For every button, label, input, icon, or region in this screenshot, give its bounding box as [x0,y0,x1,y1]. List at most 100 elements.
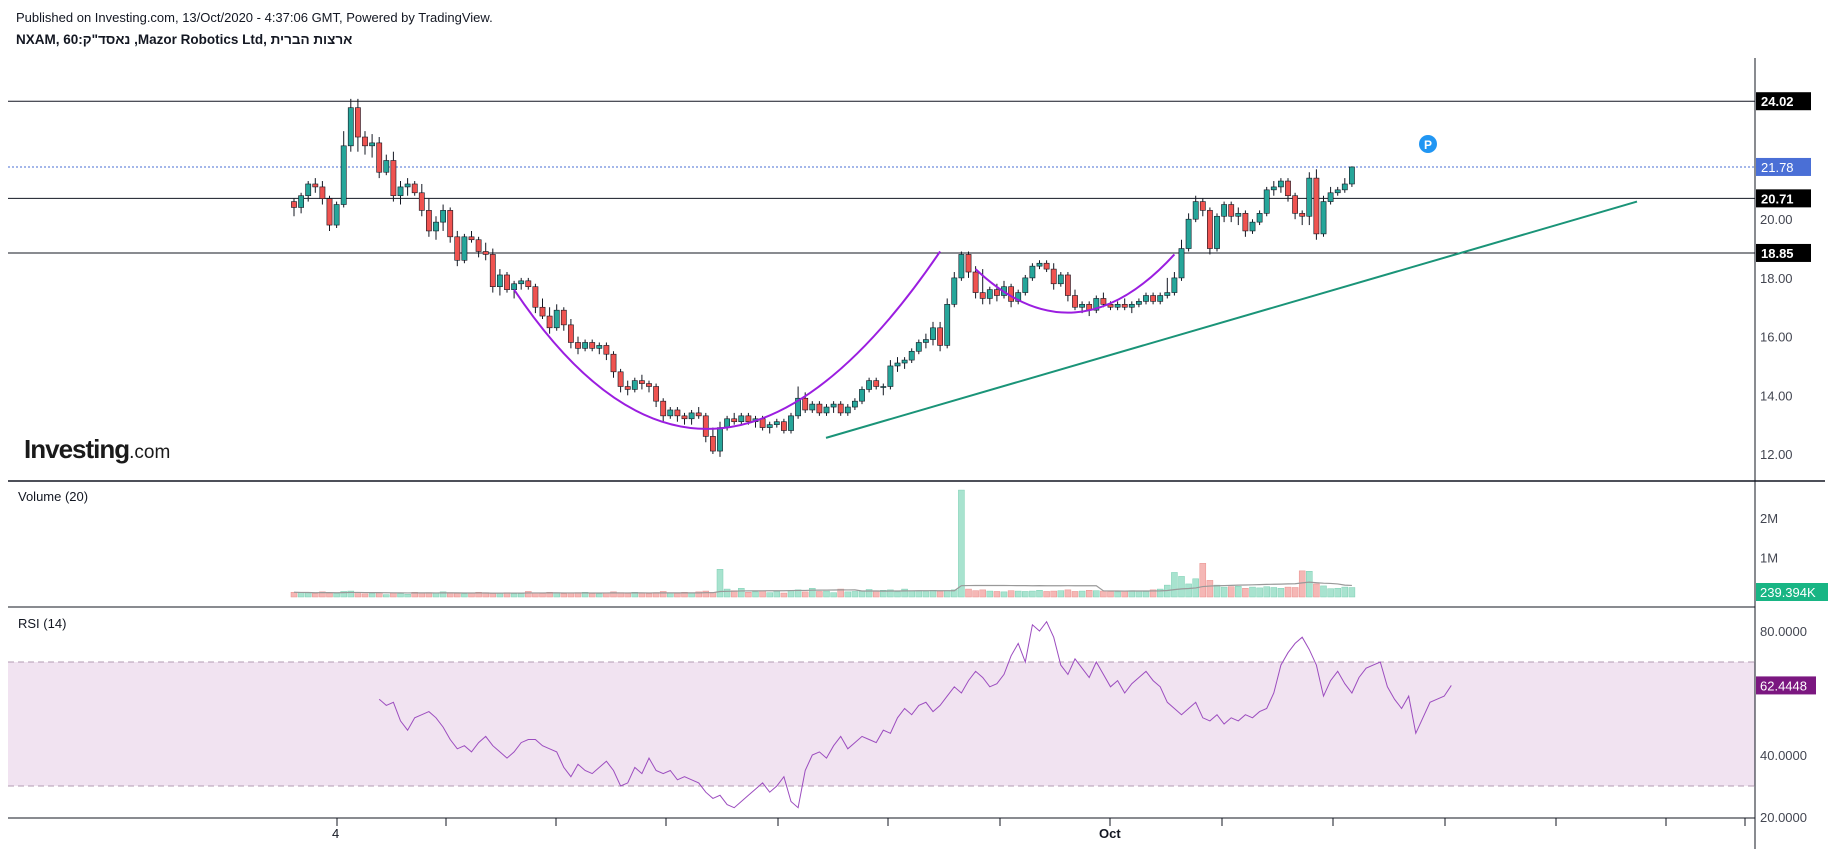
candle [958,251,965,281]
volume-bar [801,591,809,598]
volume-bar [638,592,646,598]
volume-bar [844,591,852,598]
candle-body [418,192,425,211]
candle [1334,186,1341,196]
volume-bar [610,591,617,598]
candle-body [496,274,503,288]
candle [376,137,383,179]
candle-body [1349,166,1355,185]
candle-body [1341,183,1348,191]
volume-bar [1185,583,1192,598]
candle-body [511,283,517,290]
candle-body [291,201,297,208]
candle-body [667,409,674,417]
volume-bar [674,593,681,598]
volume-bars [290,489,1356,598]
p-marker[interactable]: P [1419,135,1437,153]
candle [496,269,503,296]
candle-body [440,210,446,223]
candle-body [738,415,745,423]
candle-body [567,324,574,343]
candle-body [333,204,340,226]
volume-bar [1284,586,1292,598]
candle [1128,301,1135,314]
candle [681,412,688,425]
candle-body [809,403,816,411]
volume-bar [958,489,965,598]
candle-body [780,421,787,431]
volume-bar [411,591,418,598]
candle-body [1057,274,1064,285]
volume-bar [951,589,958,598]
candle-body [695,412,702,417]
level-badge-label: 24.02 [1761,94,1794,109]
candle-body [560,309,567,326]
candle-body [1256,213,1263,223]
candle [1136,298,1142,308]
price-tick-label: 12.00 [1760,447,1793,462]
volume-bar [1043,591,1050,598]
candle [638,374,645,390]
rsi-tick-label: 20.0000 [1760,810,1807,825]
volume-bar [943,590,951,598]
candle [362,131,368,155]
candle [1185,213,1192,252]
candle-body [951,277,958,305]
candle-body [397,186,404,197]
price-tick-label: 14.00 [1760,388,1793,403]
candle [695,407,702,419]
candle [1313,169,1320,240]
volume-bar [1249,586,1256,598]
candle [404,178,411,196]
volume-bar [1057,590,1065,598]
volume-bar [1306,571,1313,598]
volume-bar [468,592,475,598]
volume-bar [759,590,766,598]
candle-body [1072,295,1078,308]
volume-bar [1242,588,1249,598]
candle [1015,289,1022,305]
candle [887,360,894,390]
candle [447,207,454,243]
candle-body [638,380,645,384]
candle-body [305,183,312,197]
volume-bar [546,591,553,598]
candle-body [596,345,603,349]
candle-body [1143,295,1149,302]
candle-body [866,380,872,390]
candle-body [1100,298,1107,305]
volume-bar [936,590,944,598]
candle-body [376,142,383,173]
level-badge [1756,92,1811,111]
volume-bar [993,591,1001,598]
candle-body [390,160,397,197]
candle-body [504,274,510,290]
candle [894,357,901,372]
candle-body [894,362,901,367]
volume-tick-label: 1M [1760,550,1778,565]
volume-bar [780,592,788,598]
volume-bar [1220,586,1228,598]
candle-body [1249,221,1256,232]
volume-bar [1064,589,1072,598]
candle [660,398,667,422]
volume-bar [880,590,887,598]
candle [851,398,858,410]
candle [965,251,972,278]
volume-last-label: 239.394K [1760,585,1816,600]
candle [930,321,936,346]
volume-bar [1050,590,1057,598]
volume-bar [1121,590,1128,598]
candle [1199,198,1206,217]
investing-logo: Investing.com [24,434,171,464]
volume-bar [603,592,610,598]
candle [937,321,943,352]
volume-bar [787,590,795,598]
candle-body [830,403,837,408]
candle [333,201,340,229]
candle-body [681,415,688,420]
candle-body [482,251,489,255]
volume-bar [894,591,901,598]
time-tick-label: 4 [332,826,339,841]
